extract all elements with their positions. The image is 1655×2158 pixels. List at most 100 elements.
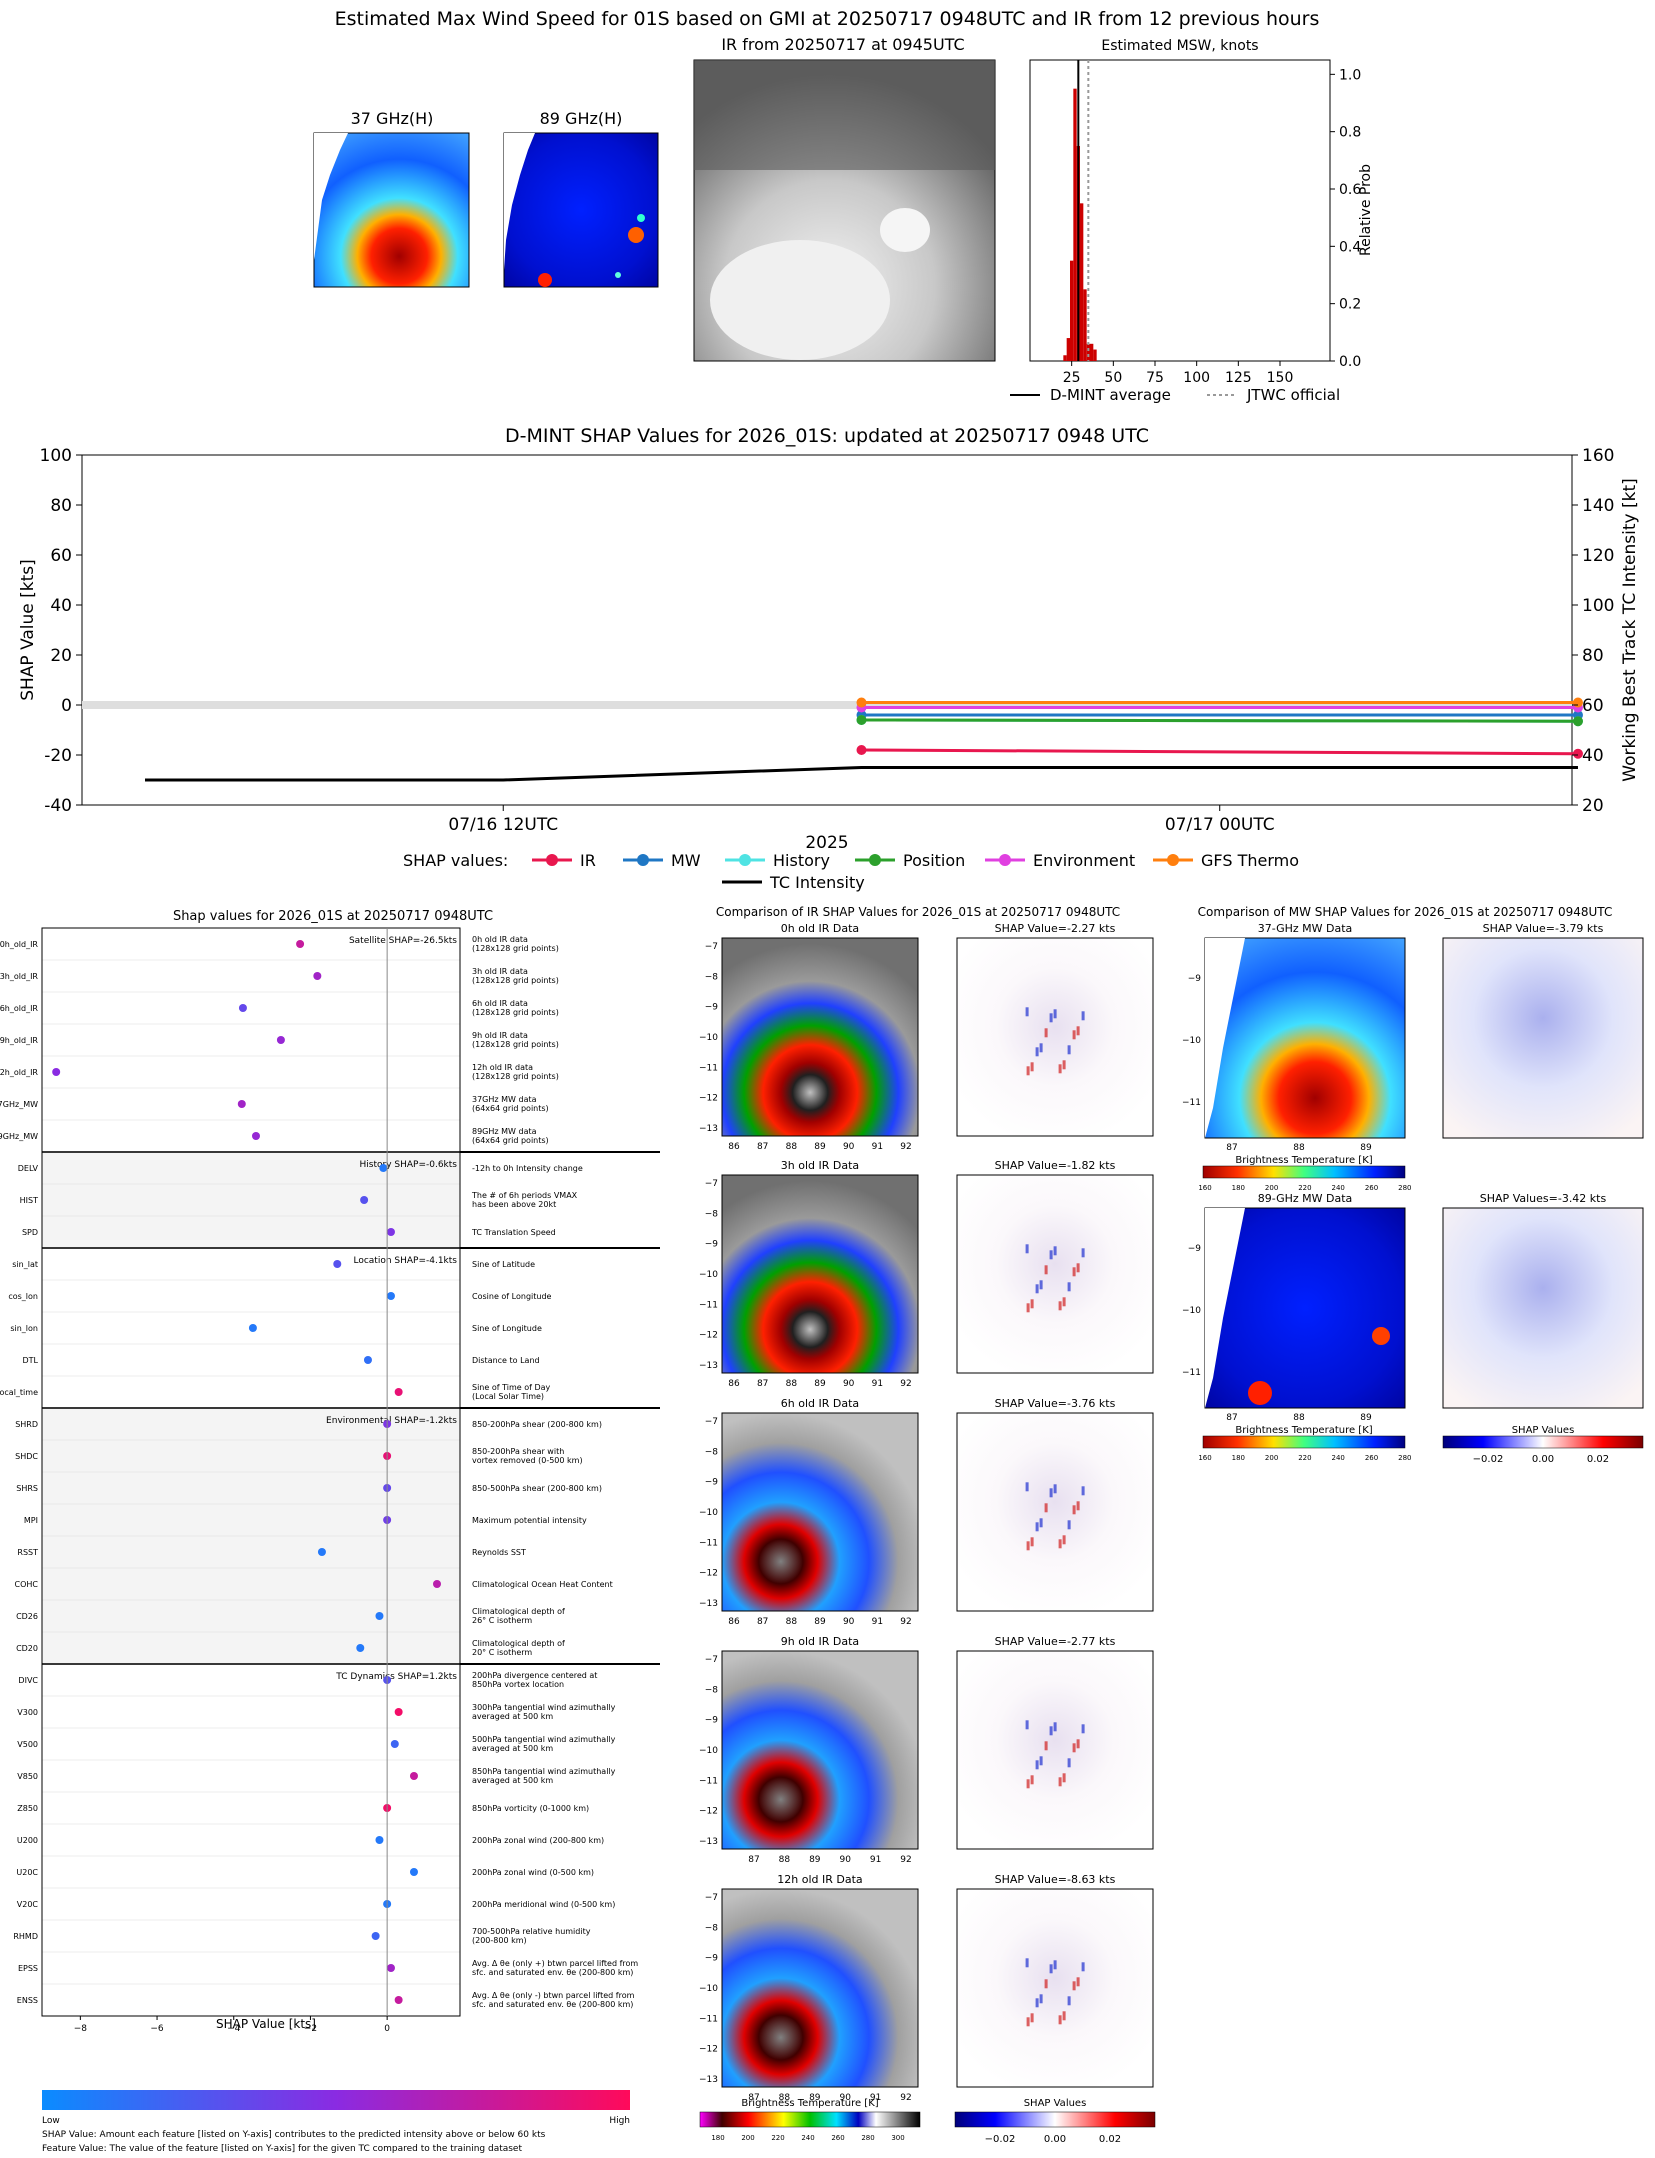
series-point: [856, 745, 867, 755]
feature-shap-point: [394, 1996, 403, 2004]
ir-xtick-label: 90: [843, 1142, 855, 1152]
ir-shap-image: [956, 1412, 1154, 1612]
hist-ytick-label: 0.4: [1339, 239, 1361, 255]
feature-name-label: SHRS: [16, 1484, 38, 1493]
hist-xtick-label: 125: [1225, 370, 1252, 386]
tc-intensity-line: [145, 766, 1578, 782]
ts-ytick-right-label: 120: [1582, 546, 1614, 566]
ts-title: D-MINT SHAP Values for 2026_01S: updated…: [505, 425, 1149, 447]
mw-bt-colorbar-1: [1202, 1165, 1406, 1179]
feature-description: Climatological depth of: [472, 1639, 565, 1648]
ts-legend-label: TC Intensity: [769, 873, 865, 892]
shap-timeseries-chart: D-MINT SHAP Values for 2026_01S: updated…: [18, 425, 1640, 892]
hist-xtick-label: 100: [1183, 370, 1210, 386]
feature-description: (200-800 km): [472, 1936, 527, 1945]
mw-bt-colorbar-label-1: Brightness Temperature [K]: [1235, 1155, 1372, 1166]
ir-ytick-label: −11: [699, 1300, 718, 1310]
feature-name-label: SPD: [22, 1228, 38, 1237]
feature-shap-point: [317, 1548, 326, 1556]
feature-description: 300hPa tangential wind azimuthally: [472, 1703, 616, 1712]
ir-bt-tick: 280: [861, 2134, 874, 2142]
ir-ytick-label: −12: [699, 1094, 718, 1104]
ts-ytick-label: 40: [50, 596, 72, 616]
mw-shap-colorbar-label: SHAP Values: [1512, 1425, 1575, 1436]
hist-bar: [1086, 343, 1090, 361]
ir-ytick-label: −7: [705, 1893, 718, 1903]
mw-data-title: 37-GHz MW Data: [1258, 922, 1353, 935]
ts-xtick-label: 07/17 00UTC: [1165, 815, 1275, 835]
ir-ytick-label: −10: [699, 1033, 718, 1043]
hist-bar: [1093, 349, 1097, 361]
feature-description: Sine of Latitude: [472, 1260, 535, 1269]
feature-description: (128x128 grid points): [472, 1072, 559, 1081]
feature-shap-point: [390, 1740, 399, 1748]
mw-ytick-label: −10: [1182, 1036, 1201, 1046]
ir-xtick-label: 90: [843, 1379, 855, 1389]
ir-xtick-label: 90: [839, 1855, 851, 1865]
ir-ytick-label: −10: [699, 1746, 718, 1756]
feat-xtick-label: −8: [74, 2024, 88, 2034]
footnote-feature-value: Feature Value: The value of the feature …: [42, 2144, 523, 2154]
ir-xtick-label: 88: [786, 1142, 798, 1152]
series-line-position: [861, 718, 1578, 723]
feature-group-label: Location SHAP=-4.1kts: [353, 1256, 457, 1266]
ir-ytick-label: −9: [705, 1003, 719, 1013]
feature-shap-point: [432, 1580, 441, 1588]
ir-ytick-label: −8: [705, 1685, 719, 1695]
hist-bar: [1066, 338, 1070, 361]
feature-name-label: sin_local_time: [0, 1388, 38, 1397]
feat-xtick-label: −2: [304, 2024, 317, 2034]
feature-name-label: DTL: [22, 1356, 38, 1365]
ts-ytick-label: 60: [50, 546, 72, 566]
hist-ytick-label: 1.0: [1339, 67, 1361, 83]
mw-shap-image: [1442, 937, 1644, 1139]
feature-description: -12h to 0h Intensity change: [472, 1164, 583, 1173]
ir-xtick-label: 89: [809, 2093, 821, 2103]
feature-description: 9h old IR data: [472, 1031, 528, 1040]
feature-description: Reynolds SST: [472, 1548, 526, 1557]
feature-name-label: CD26: [16, 1612, 38, 1621]
feature-name-label: COHC: [15, 1580, 39, 1589]
colorbar-high-label: High: [609, 2116, 630, 2126]
feature-description: 850-200hPa shear with: [472, 1447, 564, 1456]
ir-ytick-label: −8: [705, 1447, 719, 1457]
feature-description: Distance to Land: [472, 1356, 540, 1365]
feature-shap-point: [409, 1772, 418, 1780]
ir-shap-colorbar: [954, 2111, 1156, 2128]
ir-shap-image: [956, 1888, 1154, 2088]
ts-ytick-right-label: 60: [1582, 696, 1604, 716]
feature-shap-point: [52, 1068, 61, 1076]
feature-description: 500hPa tangential wind azimuthally: [472, 1735, 616, 1744]
feature-name-label: CD20: [16, 1644, 38, 1653]
mw37-title: 37 GHz(H): [351, 109, 434, 128]
feature-description: Sine of Time of Day: [472, 1383, 551, 1392]
series-point: [1572, 748, 1583, 759]
mw-xtick-label: 88: [1293, 1413, 1305, 1423]
ts-ytick-right-label: 160: [1582, 446, 1614, 466]
ts-ytick-right-label: 80: [1582, 646, 1604, 666]
feature-group-label: Satellite SHAP=-26.5kts: [349, 936, 457, 946]
figure-title: Estimated Max Wind Speed for 01S based o…: [335, 8, 1320, 30]
feature-name-label: V300: [17, 1708, 38, 1717]
ir-data-title: 6h old IR Data: [781, 1397, 859, 1410]
ts-legend-label: Position: [903, 851, 965, 870]
ts-xlabel: 2025: [805, 833, 848, 853]
ts-legend-label: Environment: [1033, 851, 1135, 870]
ir-xtick-label: 91: [872, 1379, 883, 1389]
feature-name-label: 6h_old_IR: [0, 1004, 38, 1013]
ir-ytick-label: −7: [705, 1179, 718, 1189]
ts-legend-title: SHAP values:: [403, 851, 508, 870]
ir-ytick-label: −8: [705, 1923, 719, 1933]
hist-bar: [1080, 203, 1084, 361]
legend-jtwc-official: JTWC official: [1246, 386, 1340, 404]
ir-shap-title: SHAP Value=-2.27 kts: [995, 922, 1116, 935]
mw-data-image: [1204, 1207, 1406, 1409]
ir-ytick-label: −8: [705, 1209, 719, 1219]
feature-shap-point: [394, 1388, 403, 1396]
feature-name-label: U20C: [16, 1868, 38, 1877]
feature-colorbar: [42, 2090, 630, 2110]
hist-xtick-label: 50: [1104, 370, 1122, 386]
mw-data-image: [1204, 937, 1406, 1139]
feat-xtick-label: 0: [384, 2024, 390, 2034]
ir-ytick-label: −11: [699, 1538, 718, 1548]
